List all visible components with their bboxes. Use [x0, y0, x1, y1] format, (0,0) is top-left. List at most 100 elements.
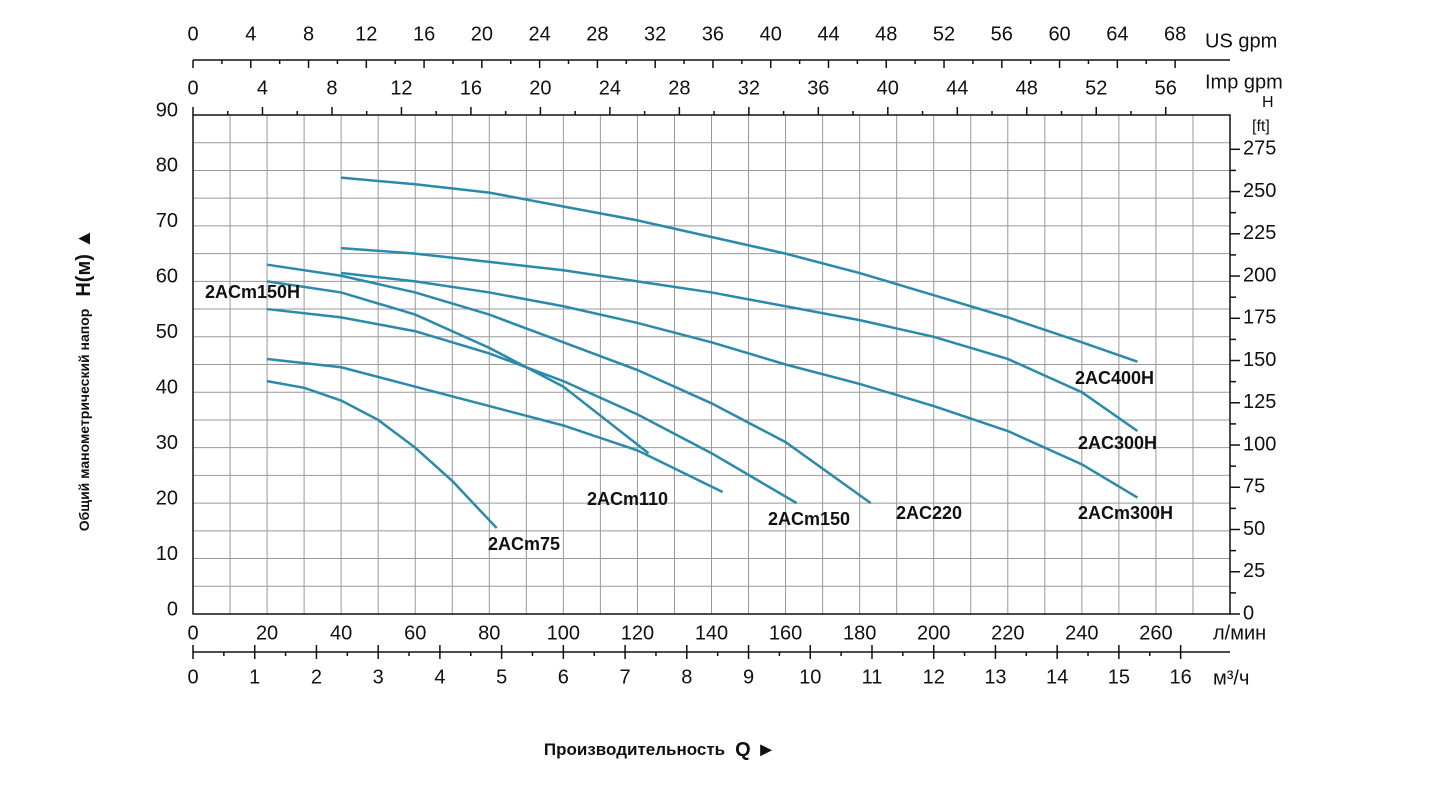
secondary-tick-label: 32 [738, 77, 760, 99]
secondary-tick-label: 48 [1016, 77, 1038, 99]
y-tick-label: 20 [156, 487, 178, 509]
x-tick-label: 140 [695, 622, 728, 644]
secondary-tick-label: 56 [991, 23, 1013, 45]
secondary-tick-label: 12 [390, 77, 412, 99]
secondary-tick-label: 52 [1085, 77, 1107, 99]
secondary-tick-label: 3 [373, 666, 384, 688]
curve-label: 2AC220 [896, 503, 962, 523]
y2-tick-label: 200 [1243, 264, 1276, 286]
x-tick-label: 220 [991, 622, 1024, 644]
pump-curve [266, 379, 498, 529]
y-tick-label: 50 [156, 321, 178, 343]
y-axis-label: Общий манометрический напор [76, 309, 92, 532]
secondary-tick-label: 10 [799, 666, 821, 688]
y2-tick-label: 150 [1243, 349, 1276, 371]
pump-curve [341, 176, 1138, 363]
secondary-tick-label: 60 [1048, 23, 1070, 45]
secondary-tick-label: 56 [1155, 77, 1177, 99]
secondary-tick-label: 8 [303, 23, 314, 45]
y-axis-title: Общий манометрический напор H(м) ▲ [73, 229, 95, 532]
secondary-tick-label: 11 [862, 666, 883, 688]
y-tick-label: 60 [156, 266, 178, 288]
y2-tick-label: 125 [1243, 391, 1276, 413]
secondary-tick-label: 13 [984, 666, 1006, 688]
secondary-tick-label: 2 [311, 666, 322, 688]
secondary-tick-label: 40 [760, 23, 782, 45]
curve-label: 2AC400H [1075, 368, 1154, 388]
secondary-axis-unit: US gpm [1205, 30, 1277, 52]
y2-tick-label: 25 [1243, 560, 1265, 582]
y-tick-label: 0 [167, 598, 178, 620]
y-tick-label: 30 [156, 432, 178, 454]
y2-tick-label: 225 [1243, 222, 1276, 244]
y2-tick-label: 175 [1243, 307, 1276, 329]
secondary-tick-label: 5 [496, 666, 507, 688]
curve-label: 2ACm110 [587, 489, 668, 509]
secondary-tick-label: 15 [1108, 666, 1130, 688]
secondary-tick-label: 7 [620, 666, 631, 688]
curve-label: 2AC300H [1078, 433, 1157, 453]
y-tick-label: 10 [156, 543, 178, 565]
y-tick-label: 40 [156, 377, 178, 399]
secondary-tick-label: 14 [1046, 666, 1068, 688]
secondary-tick-label: 68 [1164, 23, 1186, 45]
pump-curve [266, 357, 724, 494]
curve-label: 2ACm150H [205, 282, 300, 302]
x-axis-symbol: Q ► [735, 739, 776, 761]
x-tick-label: 80 [478, 622, 500, 644]
secondary-tick-label: 1 [249, 666, 260, 688]
x-tick-label: 160 [769, 622, 802, 644]
secondary-tick-label: 20 [471, 23, 493, 45]
y-axis-symbol: H(м) ▲ [73, 229, 95, 297]
y-tick-label: 90 [156, 99, 178, 121]
y2-tick-label: 75 [1243, 476, 1265, 498]
x-tick-label: 60 [404, 622, 426, 644]
secondary-tick-label: 20 [529, 77, 551, 99]
secondary-tick-label: 12 [923, 666, 945, 688]
secondary-tick-label: 28 [668, 77, 690, 99]
pump-curve [341, 246, 1139, 433]
curve-label: 2ACm150 [768, 509, 850, 529]
y2-tick-label: 0 [1243, 602, 1254, 624]
curve-label: 2ACm75 [488, 534, 560, 554]
secondary-tick-label: 40 [877, 77, 899, 99]
x-axis-title: Производительность Q ► [544, 739, 776, 761]
secondary-tick-label: 44 [946, 77, 968, 99]
secondary-tick-label: 8 [681, 666, 692, 688]
y2-tick-label: 275 [1243, 138, 1276, 160]
x-tick-label: 120 [621, 622, 654, 644]
secondary-tick-label: 36 [807, 77, 829, 99]
pump-curve [266, 307, 798, 505]
secondary-tick-label: 44 [817, 23, 839, 45]
secondary-tick-label: 8 [326, 77, 337, 99]
secondary-tick-label: 12 [355, 23, 377, 45]
secondary-tick-label: 36 [702, 23, 724, 45]
y-tick-label: 80 [156, 155, 178, 177]
pump-curve [266, 280, 650, 455]
y2-tick-label: 100 [1243, 433, 1276, 455]
secondary-tick-label: 6 [558, 666, 569, 688]
secondary-tick-label: 16 [413, 23, 435, 45]
secondary-tick-label: 0 [187, 23, 198, 45]
pump-curve [266, 263, 872, 505]
secondary-tick-label: 32 [644, 23, 666, 45]
secondary-tick-label: 9 [743, 666, 754, 688]
secondary-axis-unit: м³/ч [1213, 667, 1249, 689]
x-tick-label: 180 [843, 622, 876, 644]
x-tick-label: 200 [917, 622, 950, 644]
pump-curve [341, 271, 1139, 499]
y-tick-label: 70 [156, 210, 178, 232]
y2-tick-label: 50 [1243, 518, 1265, 540]
y2-tick-label: 250 [1243, 180, 1276, 202]
x-tick-label: 0 [187, 622, 198, 644]
x-axis-label: Производительность [544, 740, 725, 759]
secondary-tick-label: 64 [1106, 23, 1128, 45]
secondary-tick-label: 0 [187, 77, 198, 99]
y2-axis-unit: [ft] [1252, 118, 1270, 135]
secondary-tick-label: 4 [434, 666, 445, 688]
secondary-tick-label: 24 [599, 77, 621, 99]
x-tick-label: 240 [1065, 622, 1098, 644]
secondary-axis-unit: Imp gpm [1205, 71, 1283, 93]
